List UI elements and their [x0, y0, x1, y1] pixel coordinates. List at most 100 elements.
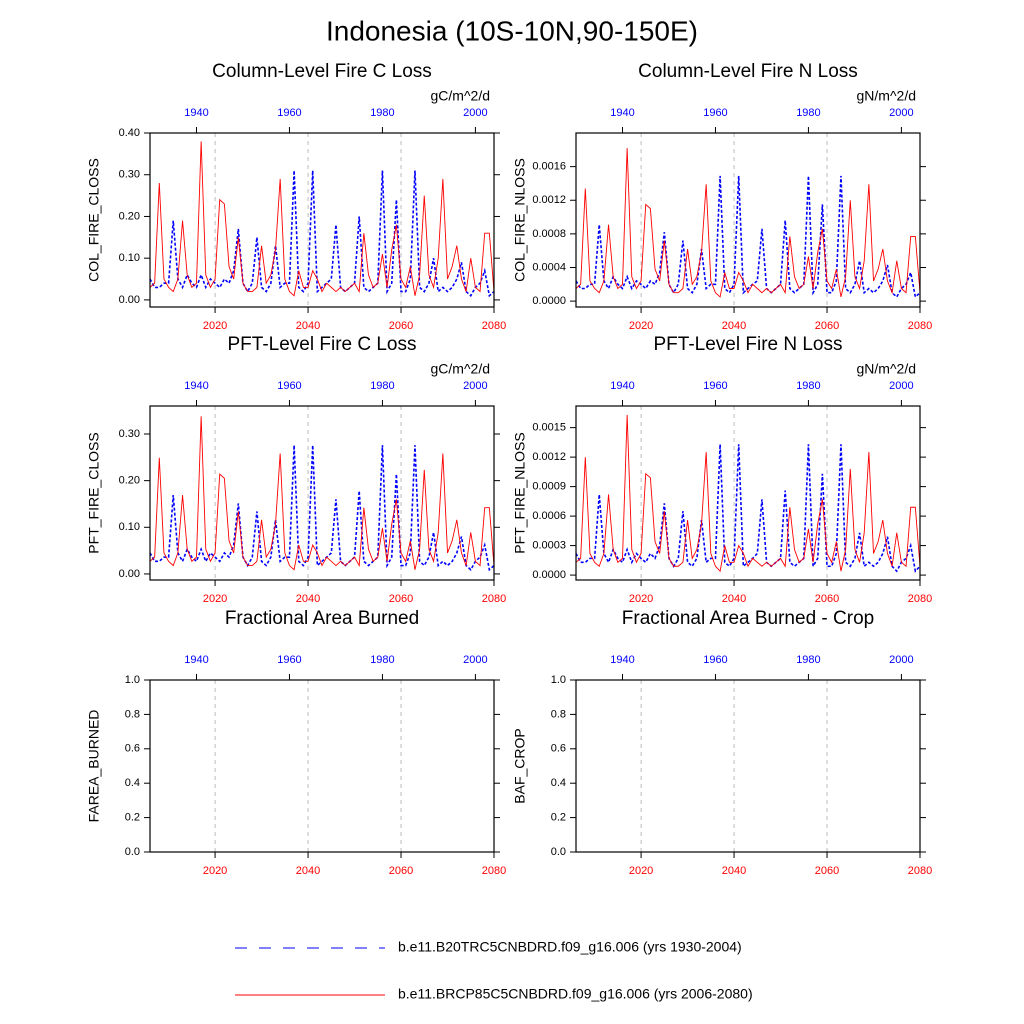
x-tick-label: 2040: [722, 865, 746, 877]
x2-tick-label: 1960: [703, 107, 727, 119]
data-line: [575, 148, 921, 298]
x-tick-label: 2020: [629, 865, 653, 877]
y-axis-label: COL_FIRE_NLOSS: [512, 158, 528, 282]
x2-tick-label: 1940: [610, 654, 634, 666]
x2-tick-label: 2000: [889, 654, 913, 666]
y-tick-label: 0.0009: [532, 481, 566, 493]
x-tick-label: 2040: [296, 320, 320, 332]
plot-frame: [149, 132, 495, 308]
y-tick-label: 0.00: [119, 568, 140, 580]
x2-tick-label: 1940: [184, 107, 208, 119]
x-tick-label: 2020: [629, 593, 653, 605]
legend-label: b.e11.BRCP85C5CNBDRD.f09_g16.006 (yrs 20…: [398, 986, 753, 1002]
x2-tick-label: 1940: [610, 107, 634, 119]
plot-frame: [575, 679, 921, 853]
y-tick-label: 0.8: [125, 708, 140, 720]
x-tick-label: 2020: [203, 320, 227, 332]
figure-title: Indonesia (10S-10N,90-150E): [326, 15, 698, 46]
panel-title: PFT-Level Fire N Loss: [654, 334, 843, 355]
x2-tick-label: 1980: [796, 107, 820, 119]
panel: Column-Level Fire C Loss gC/m^2/d COL_FIRE…: [86, 61, 507, 332]
y-tick-label: 0.0012: [532, 194, 566, 206]
x-tick-label: 2080: [908, 593, 932, 605]
y-tick-label: 0.0000: [532, 295, 566, 307]
y-tick-label: 0.0000: [532, 569, 566, 581]
legend-label: b.e11.B20TRC5CNBDRD.f09_g16.006 (yrs 193…: [398, 939, 742, 955]
y-axis-label: PFT_FIRE_CLOSS: [86, 432, 102, 553]
panel-title: Column-Level Fire N Loss: [638, 61, 858, 82]
y-tick-label: 0.4: [551, 777, 566, 789]
panel: Fractional Area Burned FAREA_BURNED 0.0 0.2…: [86, 608, 507, 877]
y-tick-label: 1.0: [125, 674, 140, 686]
x-tick-label: 2060: [815, 320, 839, 332]
x2-tick-label: 1940: [610, 380, 634, 392]
panel-title: Fractional Area Burned: [225, 608, 419, 629]
x2-tick-label: 1980: [796, 654, 820, 666]
x2-tick-label: 2000: [463, 654, 487, 666]
plot-frame: [149, 405, 495, 581]
x-tick-label: 2060: [389, 593, 413, 605]
x2-tick-label: 1980: [370, 654, 394, 666]
x2-tick-label: 1960: [277, 380, 301, 392]
y-tick-label: 0.0006: [532, 510, 566, 522]
x2-tick-label: 1960: [277, 654, 301, 666]
units-label: gN/m^2/d: [857, 88, 916, 104]
y-tick-label: 0.6: [551, 743, 566, 755]
y-tick-label: 0.2: [125, 812, 140, 824]
plot-frame: [149, 679, 495, 853]
x2-tick-label: 2000: [463, 107, 487, 119]
panel-title: Fractional Area Burned - Crop: [622, 608, 874, 629]
x-tick-label: 2060: [815, 865, 839, 877]
y-tick-label: 0.20: [119, 210, 140, 222]
y-tick-label: 0.20: [119, 475, 140, 487]
x2-tick-label: 1980: [370, 107, 394, 119]
y-tick-label: 0.0016: [532, 161, 566, 173]
data-line: [149, 416, 495, 571]
x-tick-label: 2040: [296, 865, 320, 877]
x-tick-label: 2020: [203, 593, 227, 605]
y-tick-label: 0.0004: [532, 261, 566, 273]
y-tick-label: 0.30: [119, 428, 140, 440]
x2-tick-label: 2000: [889, 107, 913, 119]
units-label: gC/m^2/d: [431, 361, 490, 377]
x2-tick-label: 1940: [184, 380, 208, 392]
legend: b.e11.B20TRC5CNBDRD.f09_g16.006 (yrs 193…: [235, 939, 753, 1002]
y-tick-label: 0.0012: [532, 451, 566, 463]
x-tick-label: 2080: [482, 320, 506, 332]
y-tick-label: 0.0: [125, 846, 140, 858]
x-tick-label: 2040: [722, 320, 746, 332]
x-tick-label: 2080: [482, 593, 506, 605]
y-tick-label: 0.00: [119, 294, 140, 306]
plot-frame: [575, 405, 921, 581]
data-line: [575, 444, 921, 573]
y-tick-label: 0.10: [119, 252, 140, 264]
x2-tick-label: 1960: [277, 107, 301, 119]
y-axis-label: FAREA_BURNED: [86, 710, 102, 823]
units-label: gN/m^2/d: [857, 361, 916, 377]
y-tick-label: 0.30: [119, 169, 140, 181]
x-tick-label: 2020: [203, 865, 227, 877]
y-tick-label: 0.4: [125, 777, 140, 789]
data-line: [149, 170, 495, 298]
y-tick-label: 0.2: [551, 812, 566, 824]
data-line: [149, 445, 495, 572]
x2-tick-label: 2000: [463, 380, 487, 392]
panel: Fractional Area Burned - Crop BAF_CROP 0.0…: [512, 608, 933, 877]
x2-tick-label: 1940: [184, 654, 208, 666]
x-tick-label: 2060: [815, 593, 839, 605]
y-tick-label: 0.8: [551, 708, 566, 720]
x-tick-label: 2080: [908, 865, 932, 877]
x2-tick-label: 1960: [703, 654, 727, 666]
x-tick-label: 2060: [389, 320, 413, 332]
x-tick-label: 2080: [908, 320, 932, 332]
x-tick-label: 2080: [482, 865, 506, 877]
data-line: [575, 175, 921, 299]
y-tick-label: 0.6: [125, 743, 140, 755]
y-axis-label: PFT_FIRE_NLOSS: [512, 432, 528, 553]
x2-tick-label: 1960: [703, 380, 727, 392]
y-tick-label: 0.0003: [532, 539, 566, 551]
y-tick-label: 0.0008: [532, 228, 566, 240]
y-axis-label: COL_FIRE_CLOSS: [86, 158, 102, 282]
